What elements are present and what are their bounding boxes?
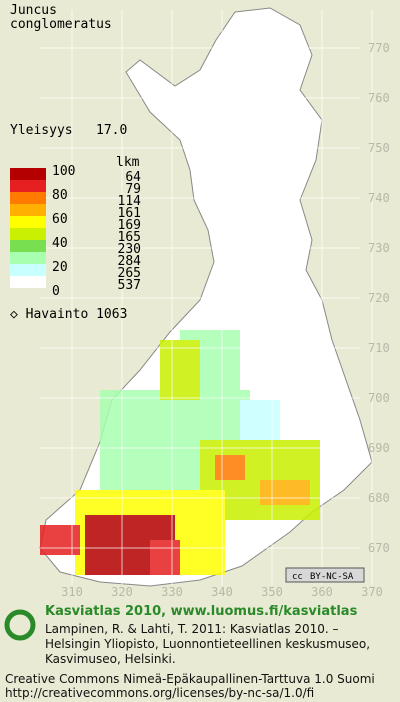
y-grid-label: 670 xyxy=(368,541,390,555)
cell-area xyxy=(260,480,310,505)
legend-label: 100 xyxy=(52,164,75,179)
y-grid-label: 750 xyxy=(368,141,390,155)
x-grid-label: 370 xyxy=(361,585,383,599)
legend-swatch xyxy=(10,204,46,216)
legend-count: 161 xyxy=(118,206,141,221)
cell-area xyxy=(215,455,245,480)
license-line: Creative Commons Nimeä-Epäkaupallinen-Ta… xyxy=(5,672,375,686)
y-grid-label: 690 xyxy=(368,441,390,455)
badge-text: BY-NC-SA xyxy=(310,572,354,582)
x-grid-label: 320 xyxy=(111,585,133,599)
x-grid-label: 350 xyxy=(261,585,283,599)
legend-count: 230 xyxy=(118,242,141,257)
badge: cc BY-NC-SA xyxy=(285,567,365,583)
legend-count: 64 xyxy=(125,170,141,185)
count-header: lkm xyxy=(116,155,140,170)
footer-title: Kasviatlas 2010, www.luomus.fi/kasviatla… xyxy=(45,604,358,619)
frequency-label: Yleisyys xyxy=(10,123,73,138)
legend-count: 114 xyxy=(118,194,142,209)
citation-line: Lampinen, R. & Lahti, T. 2011: Kasviatla… xyxy=(45,622,339,636)
legend-count: 165 xyxy=(118,230,141,245)
x-grid-label: 340 xyxy=(211,585,233,599)
observation-text: Havainto 1063 xyxy=(26,307,128,322)
genus: Juncus xyxy=(10,3,57,18)
citation-line: Helsingin Yliopisto, Luonnontieteellinen… xyxy=(45,637,370,651)
legend-swatch xyxy=(10,168,46,180)
legend-count: 265 xyxy=(118,266,141,281)
legend-swatch xyxy=(10,228,46,240)
legend-count: 169 xyxy=(118,218,141,233)
distribution xyxy=(40,330,320,575)
y-grid-label: 760 xyxy=(368,91,390,105)
legend-count: 537 xyxy=(118,278,141,293)
legend-label: 0 xyxy=(52,284,60,299)
legend-label: 80 xyxy=(52,188,68,203)
license-line: http://creativecommons.org/licenses/by-n… xyxy=(5,686,314,700)
legend-swatch xyxy=(10,180,46,192)
legend-swatch xyxy=(10,216,46,228)
cell-area xyxy=(160,340,200,400)
cell-area xyxy=(40,525,80,555)
logo xyxy=(4,609,36,641)
legend-label: 20 xyxy=(52,260,68,275)
legend-label: 40 xyxy=(52,236,68,251)
x-grid-label: 310 xyxy=(61,585,83,599)
legend-swatch xyxy=(10,276,46,288)
citation-line: Kasvimuseo, Helsinki. xyxy=(45,652,176,666)
legend-count: 79 xyxy=(125,182,141,197)
legend-count: 284 xyxy=(118,254,142,269)
legend-swatch xyxy=(10,264,46,276)
y-grid-label: 710 xyxy=(368,341,390,355)
y-grid-label: 730 xyxy=(368,241,390,255)
legend-swatch xyxy=(10,240,46,252)
observation: ◇ Havainto 1063 xyxy=(10,307,127,322)
frequency-value: 17.0 xyxy=(96,123,127,138)
legend-swatch xyxy=(10,252,46,264)
y-grid-label: 740 xyxy=(368,191,390,205)
y-grid-label: 680 xyxy=(368,491,390,505)
species: conglomeratus xyxy=(10,17,112,32)
y-grid-label: 720 xyxy=(368,291,390,305)
cell-area xyxy=(150,540,180,575)
svg-text:cc: cc xyxy=(292,572,303,582)
legend-label: 60 xyxy=(52,212,68,227)
x-grid-label: 360 xyxy=(311,585,333,599)
y-grid-label: 700 xyxy=(368,391,390,405)
x-grid-label: 330 xyxy=(161,585,183,599)
y-grid-label: 770 xyxy=(368,41,390,55)
grid xyxy=(40,10,373,585)
legend-swatch xyxy=(10,192,46,204)
